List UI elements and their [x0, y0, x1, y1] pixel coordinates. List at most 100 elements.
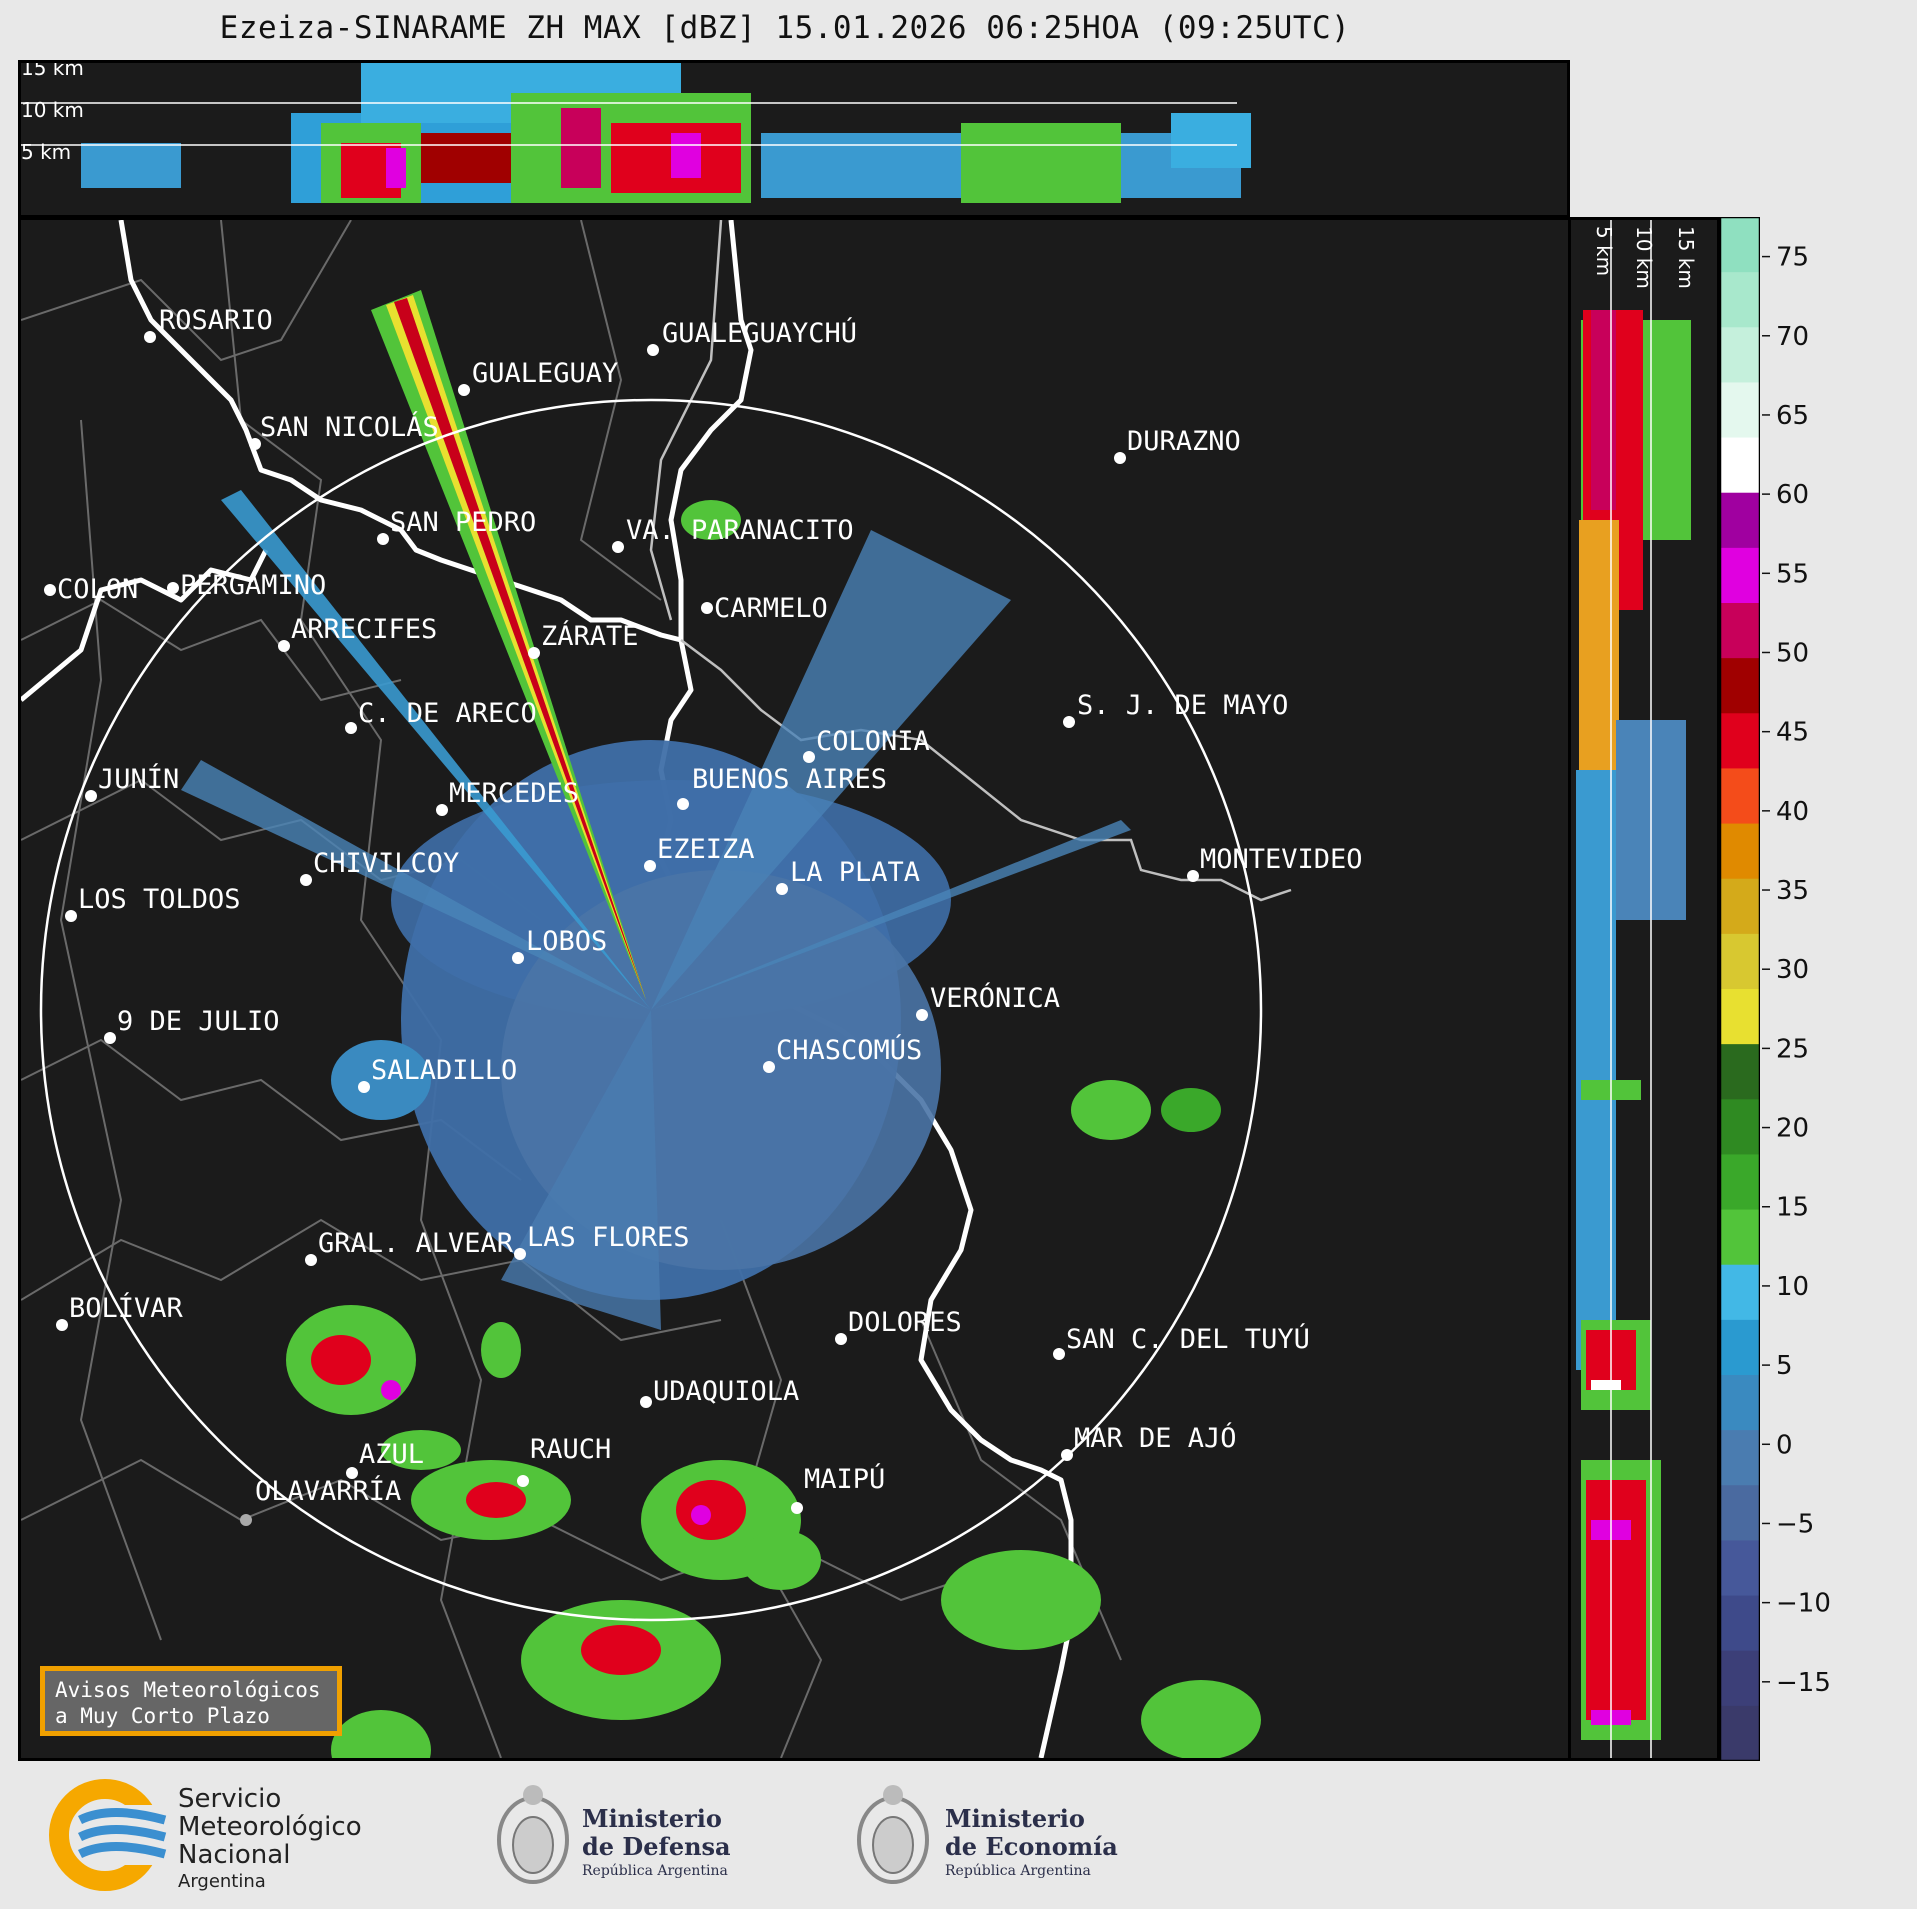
city-label[interactable]: MONTEVIDEO — [1200, 844, 1363, 875]
colorbar-tick-label: −5 — [1776, 1509, 1814, 1539]
city-label[interactable]: EZEIZA — [657, 834, 755, 865]
city-marker — [640, 1396, 652, 1408]
colorbar-tick-label: 60 — [1776, 480, 1809, 510]
city-label[interactable]: LAS FLORES — [527, 1222, 690, 1253]
city-label[interactable]: DOLORES — [848, 1307, 962, 1338]
colorbar-segment — [1720, 1264, 1760, 1321]
city-label[interactable]: CHIVILCOY — [313, 848, 459, 879]
city-label[interactable]: CHASCOMÚS — [776, 1034, 922, 1066]
colorbar-segment — [1720, 768, 1760, 825]
city-label[interactable]: VERÓNICA — [930, 982, 1060, 1014]
city-label[interactable]: OLAVARRÍA — [255, 1475, 401, 1507]
colorbar-segment — [1720, 272, 1760, 328]
city-label[interactable]: ROSARIO — [159, 305, 273, 336]
city-label[interactable]: SAN NICOLÁS — [260, 411, 439, 443]
city-label[interactable]: GUALEGUAY — [472, 358, 618, 389]
altitude-label: 15 km — [1674, 226, 1698, 289]
colorbar-tick-label: 15 — [1776, 1193, 1809, 1223]
city-label[interactable]: SAN C. DEL TUYÚ — [1066, 1323, 1310, 1355]
city-marker — [1061, 1449, 1073, 1461]
avisos-line1: Avisos Meteorológicos — [55, 1678, 321, 1702]
radar-map-svg: ROSARIO GUALEGUAYCHÚ GUALEGUAY SAN NICOL… — [21, 220, 1363, 1758]
city-label[interactable]: SALADILLO — [371, 1055, 517, 1086]
city-marker — [1063, 716, 1075, 728]
city-label[interactable]: BUENOS AIRES — [692, 764, 887, 795]
city-label[interactable]: GRAL. ALVEAR — [318, 1228, 514, 1259]
city-label[interactable]: BOLÍVAR — [69, 1292, 184, 1324]
city-label[interactable]: JUNÍN — [98, 763, 179, 795]
city-marker — [65, 910, 77, 922]
city-label[interactable]: ARRECIFES — [291, 614, 437, 645]
city-marker — [377, 533, 389, 545]
avisos-line2: a Muy Corto Plazo — [55, 1704, 270, 1728]
city-label[interactable]: MAR DE AJÓ — [1074, 1422, 1237, 1454]
city-label[interactable]: C. DE ARECO — [358, 698, 537, 729]
city-label[interactable]: MAIPÚ — [804, 1463, 885, 1495]
city-label[interactable]: PERGAMINO — [180, 570, 326, 601]
colorbar-tick-label: 40 — [1776, 797, 1809, 827]
colorbar-tick-label: 65 — [1776, 401, 1809, 431]
city-marker — [1114, 452, 1126, 464]
city-marker — [677, 798, 689, 810]
city-marker — [345, 722, 357, 734]
city-marker — [300, 874, 312, 886]
city-marker — [612, 541, 624, 553]
colorbar-segment — [1720, 1209, 1760, 1266]
city-label[interactable]: COLONIA — [816, 726, 930, 757]
smn-text: Servicio — [178, 1784, 281, 1814]
city-label[interactable]: S. J. DE MAYO — [1077, 690, 1288, 721]
colorbar-tick-label: 45 — [1776, 718, 1809, 748]
colorbar-tick-label: 0 — [1776, 1430, 1793, 1460]
city-label[interactable]: RAUCH — [530, 1434, 611, 1465]
city-label[interactable]: GUALEGUAYCHÚ — [662, 317, 857, 349]
city-marker — [167, 582, 179, 594]
colorbar-segment — [1720, 1044, 1760, 1100]
defensa-text: de Defensa — [582, 1832, 731, 1861]
radar-map[interactable]: ROSARIO GUALEGUAYCHÚ GUALEGUAY SAN NICOL… — [18, 217, 1571, 1761]
city-label[interactable]: DURAZNO — [1127, 426, 1241, 457]
uruguay-border — [649, 220, 1292, 902]
city-label[interactable]: COLON — [57, 574, 138, 605]
colorbar-segment — [1720, 492, 1760, 549]
city-marker — [85, 790, 97, 802]
side-profile-echoes — [1576, 310, 1691, 1740]
colorbar-tick-label: 55 — [1776, 559, 1809, 589]
radar-echoes — [181, 290, 1261, 1758]
altitude-label: 5 km — [1592, 226, 1616, 276]
defensa-text: Ministerio — [582, 1804, 722, 1833]
city-label[interactable]: UDAQUIOLA — [653, 1376, 799, 1407]
echo-block — [81, 143, 181, 188]
colorbar-tick-label: 70 — [1776, 322, 1809, 352]
city-marker — [305, 1254, 317, 1266]
city-label[interactable]: LOBOS — [526, 926, 607, 957]
city-label[interactable]: 9 DE JULIO — [117, 1006, 280, 1037]
colorbar-tick-label: −10 — [1776, 1589, 1831, 1619]
city-label[interactable]: AZUL — [359, 1439, 424, 1470]
city-marker — [517, 1475, 529, 1487]
colorbar-segment — [1720, 658, 1760, 714]
city-label[interactable]: CARMELO — [714, 593, 828, 624]
colorbar-segment — [1720, 1099, 1760, 1155]
colorbar-frame — [1720, 217, 1760, 1761]
economia-logo[interactable]: Ministerio de Economía República Argenti… — [857, 1785, 1118, 1884]
colorbar-segment — [1720, 327, 1760, 383]
colorbar-tick-label: 10 — [1776, 1272, 1809, 1302]
economia-text: Ministerio — [945, 1804, 1085, 1833]
smn-logo[interactable]: Servicio Meteorológico Nacional Argentin… — [49, 1779, 362, 1892]
city-marker — [144, 331, 156, 343]
city-label[interactable]: LA PLATA — [790, 857, 920, 888]
side-vertical-profile: 5 km 10 km 15 km — [1568, 217, 1720, 1761]
colorbar-segment — [1720, 1485, 1760, 1541]
city-label[interactable]: SAN PEDRO — [390, 507, 536, 538]
altitude-label: 15 km — [21, 63, 84, 80]
city-label[interactable]: VA. PARANACITO — [626, 515, 854, 546]
city-label[interactable]: MERCEDES — [449, 778, 579, 809]
defensa-logo[interactable]: Ministerio de Defensa República Argentin… — [497, 1785, 731, 1884]
colorbar-segment — [1720, 1319, 1760, 1376]
economia-text: de Economía — [945, 1832, 1118, 1861]
city-label[interactable]: LOS TOLDOS — [78, 884, 241, 915]
city-marker — [436, 804, 448, 816]
avisos-button[interactable]: Avisos Meteorológicos a Muy Corto Plazo — [40, 1666, 342, 1736]
city-label[interactable]: ZÁRATE — [541, 620, 639, 652]
